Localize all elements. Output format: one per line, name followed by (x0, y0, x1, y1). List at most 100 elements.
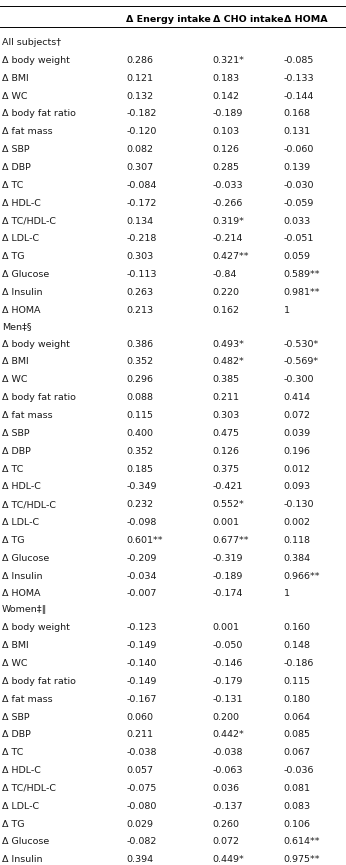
Text: Δ body fat ratio: Δ body fat ratio (2, 110, 76, 119)
Text: 0.296: 0.296 (126, 375, 153, 384)
Text: Δ Glucose: Δ Glucose (2, 554, 49, 563)
Text: -0.140: -0.140 (126, 659, 157, 668)
Text: 0.614**: 0.614** (284, 837, 320, 846)
Text: -0.082: -0.082 (126, 837, 157, 846)
Text: 0.093: 0.093 (284, 483, 311, 491)
Text: 0.263: 0.263 (126, 288, 153, 297)
Text: Δ fat mass: Δ fat mass (2, 127, 52, 137)
Text: -0.146: -0.146 (213, 659, 243, 668)
Text: 0.211: 0.211 (213, 394, 240, 402)
Text: 0.213: 0.213 (126, 305, 153, 315)
Text: 0.321*: 0.321* (213, 56, 245, 65)
Text: Δ SBP: Δ SBP (2, 713, 29, 721)
Text: 0.036: 0.036 (213, 784, 240, 793)
Text: -0.133: -0.133 (284, 74, 315, 83)
Text: -0.167: -0.167 (126, 695, 157, 703)
Text: 1: 1 (284, 589, 290, 599)
Text: -0.033: -0.033 (213, 181, 244, 189)
Text: 0.319*: 0.319* (213, 216, 245, 226)
Text: 0.352: 0.352 (126, 446, 153, 456)
Text: -0.038: -0.038 (213, 748, 243, 757)
Text: 0.081: 0.081 (284, 784, 311, 793)
Text: 0.285: 0.285 (213, 163, 240, 172)
Text: 0.115: 0.115 (284, 676, 311, 686)
Text: -0.075: -0.075 (126, 784, 157, 793)
Text: Δ Glucose: Δ Glucose (2, 837, 49, 846)
Text: Δ TG: Δ TG (2, 819, 24, 829)
Text: Δ LDL-C: Δ LDL-C (2, 518, 39, 527)
Text: 0.059: 0.059 (284, 253, 311, 261)
Text: 0.384: 0.384 (284, 554, 311, 563)
Text: -0.186: -0.186 (284, 659, 314, 668)
Text: 0.394: 0.394 (126, 855, 153, 864)
Text: Δ fat mass: Δ fat mass (2, 411, 52, 420)
Text: 0.060: 0.060 (126, 713, 153, 721)
Text: Δ DBP: Δ DBP (2, 446, 30, 456)
Text: Δ CHO intake: Δ CHO intake (213, 15, 283, 24)
Text: 0.033: 0.033 (284, 216, 311, 226)
Text: 0.352: 0.352 (126, 357, 153, 367)
Text: 0.211: 0.211 (126, 730, 153, 740)
Text: 0.260: 0.260 (213, 819, 240, 829)
Text: -0.189: -0.189 (213, 110, 243, 119)
Text: -0.063: -0.063 (213, 766, 243, 775)
Text: 0.012: 0.012 (284, 465, 311, 473)
Text: 0.085: 0.085 (284, 730, 311, 740)
Text: Δ BMI: Δ BMI (2, 641, 28, 650)
Text: Δ HDL-C: Δ HDL-C (2, 766, 40, 775)
Text: 0.168: 0.168 (284, 110, 311, 119)
Text: Δ WC: Δ WC (2, 659, 27, 668)
Text: Δ HOMA: Δ HOMA (2, 589, 40, 599)
Text: 0.232: 0.232 (126, 500, 153, 509)
Text: Δ WC: Δ WC (2, 92, 27, 100)
Text: -0.349: -0.349 (126, 483, 157, 491)
Text: 0.057: 0.057 (126, 766, 153, 775)
Text: -0.098: -0.098 (126, 518, 157, 527)
Text: 0.601**: 0.601** (126, 536, 163, 545)
Text: 0.132: 0.132 (126, 92, 153, 100)
Text: Δ TC/HDL-C: Δ TC/HDL-C (2, 216, 56, 226)
Text: Δ HOMA: Δ HOMA (2, 305, 40, 315)
Text: 0.121: 0.121 (126, 74, 153, 83)
Text: 0.088: 0.088 (126, 394, 153, 402)
Text: 0.029: 0.029 (126, 819, 153, 829)
Text: -0.060: -0.060 (284, 145, 314, 154)
Text: 0.106: 0.106 (284, 819, 311, 829)
Text: -0.84: -0.84 (213, 270, 237, 279)
Text: Δ Insulin: Δ Insulin (2, 572, 42, 580)
Text: -0.569*: -0.569* (284, 357, 319, 367)
Text: Women‡‖: Women‡‖ (2, 606, 47, 614)
Text: Δ LDL-C: Δ LDL-C (2, 234, 39, 243)
Text: Δ Glucose: Δ Glucose (2, 270, 49, 279)
Text: 0.589**: 0.589** (284, 270, 320, 279)
Text: Δ SBP: Δ SBP (2, 429, 29, 438)
Text: -0.131: -0.131 (213, 695, 243, 703)
Text: Δ Insulin: Δ Insulin (2, 855, 42, 864)
Text: All subjects†: All subjects† (2, 38, 61, 47)
Text: Δ TG: Δ TG (2, 253, 24, 261)
Text: -0.182: -0.182 (126, 110, 157, 119)
Text: 0.115: 0.115 (126, 411, 153, 420)
Text: -0.113: -0.113 (126, 270, 157, 279)
Text: 0.072: 0.072 (213, 837, 240, 846)
Text: -0.123: -0.123 (126, 624, 157, 632)
Text: Δ TC/HDL-C: Δ TC/HDL-C (2, 784, 56, 793)
Text: 0.131: 0.131 (284, 127, 311, 137)
Text: 0.126: 0.126 (213, 145, 240, 154)
Text: 0.414: 0.414 (284, 394, 311, 402)
Text: Δ DBP: Δ DBP (2, 730, 30, 740)
Text: 0.162: 0.162 (213, 305, 240, 315)
Text: -0.144: -0.144 (284, 92, 314, 100)
Text: Δ HDL-C: Δ HDL-C (2, 199, 40, 208)
Text: 0.442*: 0.442* (213, 730, 245, 740)
Text: Δ body weight: Δ body weight (2, 624, 70, 632)
Text: 0.126: 0.126 (213, 446, 240, 456)
Text: Δ Insulin: Δ Insulin (2, 288, 42, 297)
Text: Δ body fat ratio: Δ body fat ratio (2, 394, 76, 402)
Text: 0.475: 0.475 (213, 429, 240, 438)
Text: 0.303: 0.303 (126, 253, 154, 261)
Text: 0.449*: 0.449* (213, 855, 245, 864)
Text: 0.552*: 0.552* (213, 500, 245, 509)
Text: Δ BMI: Δ BMI (2, 357, 28, 367)
Text: Δ HOMA: Δ HOMA (284, 15, 327, 24)
